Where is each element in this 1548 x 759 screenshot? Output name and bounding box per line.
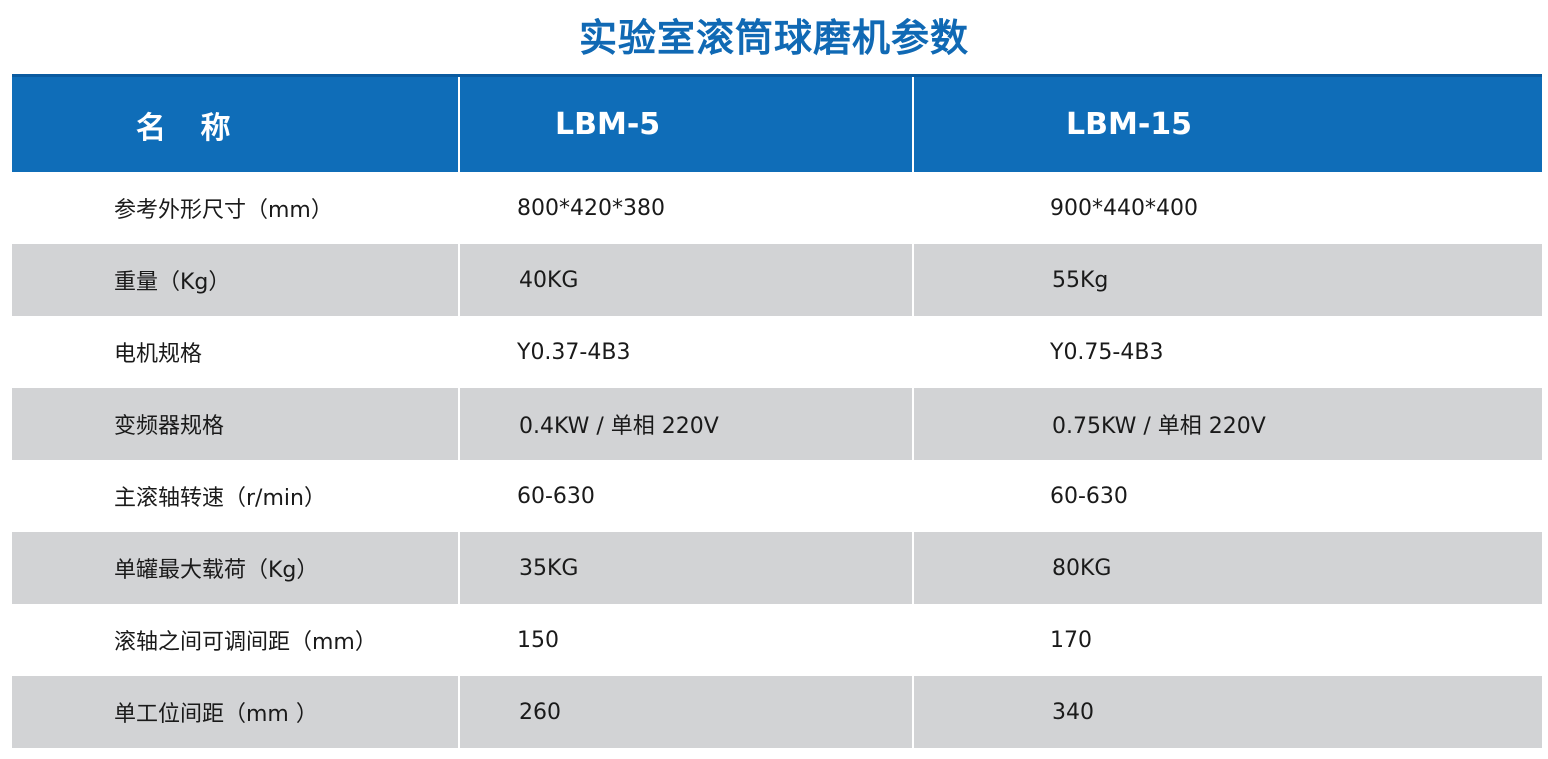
spec-table: 名 称 LBM-5 LBM-15 参考外形尺寸（mm） 800*420*380 … <box>12 74 1542 748</box>
row-label: 滚轴之间可调间距（mm） <box>114 630 377 655</box>
table-row: 主滚轴转速（r/min） 60-630 60-630 <box>12 460 1542 532</box>
row-value-lbm-5: 260 <box>458 676 912 748</box>
row-value-lbm-5: Y0.37-4B3 <box>517 339 631 365</box>
row-value-lbm-5: 800*420*380 <box>517 195 665 221</box>
row-label: 主滚轴转速（r/min） <box>114 486 326 511</box>
row-value-lbm-15: 55Kg <box>912 244 1542 316</box>
row-label: 单罐最大载荷（Kg） <box>114 558 319 583</box>
table-row: 电机规格 Y0.37-4B3 Y0.75-4B3 <box>12 316 1542 388</box>
row-value-lbm-15: 80KG <box>912 532 1542 604</box>
table-row: 单工位间距（mm ） 260 340 <box>12 676 1542 748</box>
table-row: 单罐最大载荷（Kg） 35KG 80KG <box>12 532 1542 604</box>
header-name: 名 称 <box>136 110 243 146</box>
row-value-lbm-5: 60-630 <box>517 483 595 509</box>
table-row: 重量（Kg） 40KG 55Kg <box>12 244 1542 316</box>
header-lbm-15: LBM-15 <box>912 77 1542 172</box>
page-title: 实验室滚筒球磨机参数 <box>578 16 969 60</box>
row-label: 变频器规格 <box>114 414 225 439</box>
row-value-lbm-5: 150 <box>517 627 559 653</box>
table-row: 参考外形尺寸（mm） 800*420*380 900*440*400 <box>12 172 1542 244</box>
row-value-lbm-15: 0.75KW / 单相 220V <box>912 388 1542 460</box>
row-value-lbm-15: 60-630 <box>1050 483 1128 509</box>
table-row: 变频器规格 0.4KW / 单相 220V 0.75KW / 单相 220V <box>12 388 1542 460</box>
table-row: 滚轴之间可调间距（mm） 150 170 <box>12 604 1542 676</box>
row-value-lbm-15: 900*440*400 <box>1050 195 1198 221</box>
row-value-lbm-15: Y0.75-4B3 <box>1050 339 1164 365</box>
row-label: 单工位间距（mm ） <box>114 702 318 727</box>
row-value-lbm-5: 35KG <box>458 532 912 604</box>
table-header-row: 名 称 LBM-5 LBM-15 <box>12 74 1542 172</box>
row-value-lbm-5: 0.4KW / 单相 220V <box>458 388 912 460</box>
header-lbm-5: LBM-5 <box>458 77 912 172</box>
row-label: 重量（Kg） <box>114 270 231 295</box>
row-value-lbm-15: 340 <box>912 676 1542 748</box>
row-value-lbm-15: 170 <box>1050 627 1092 653</box>
row-label: 参考外形尺寸（mm） <box>114 198 333 223</box>
row-label: 电机规格 <box>114 342 203 367</box>
row-value-lbm-5: 40KG <box>458 244 912 316</box>
